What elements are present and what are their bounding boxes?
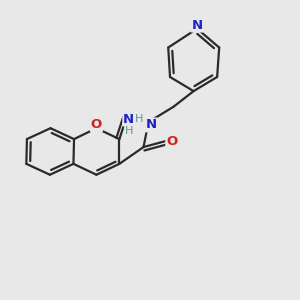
Text: H: H (135, 114, 143, 124)
Text: N: N (191, 19, 203, 32)
Text: O: O (91, 118, 102, 131)
Text: N: N (123, 112, 134, 126)
Text: N: N (146, 118, 157, 131)
Text: H: H (125, 126, 134, 136)
Text: O: O (166, 135, 177, 148)
